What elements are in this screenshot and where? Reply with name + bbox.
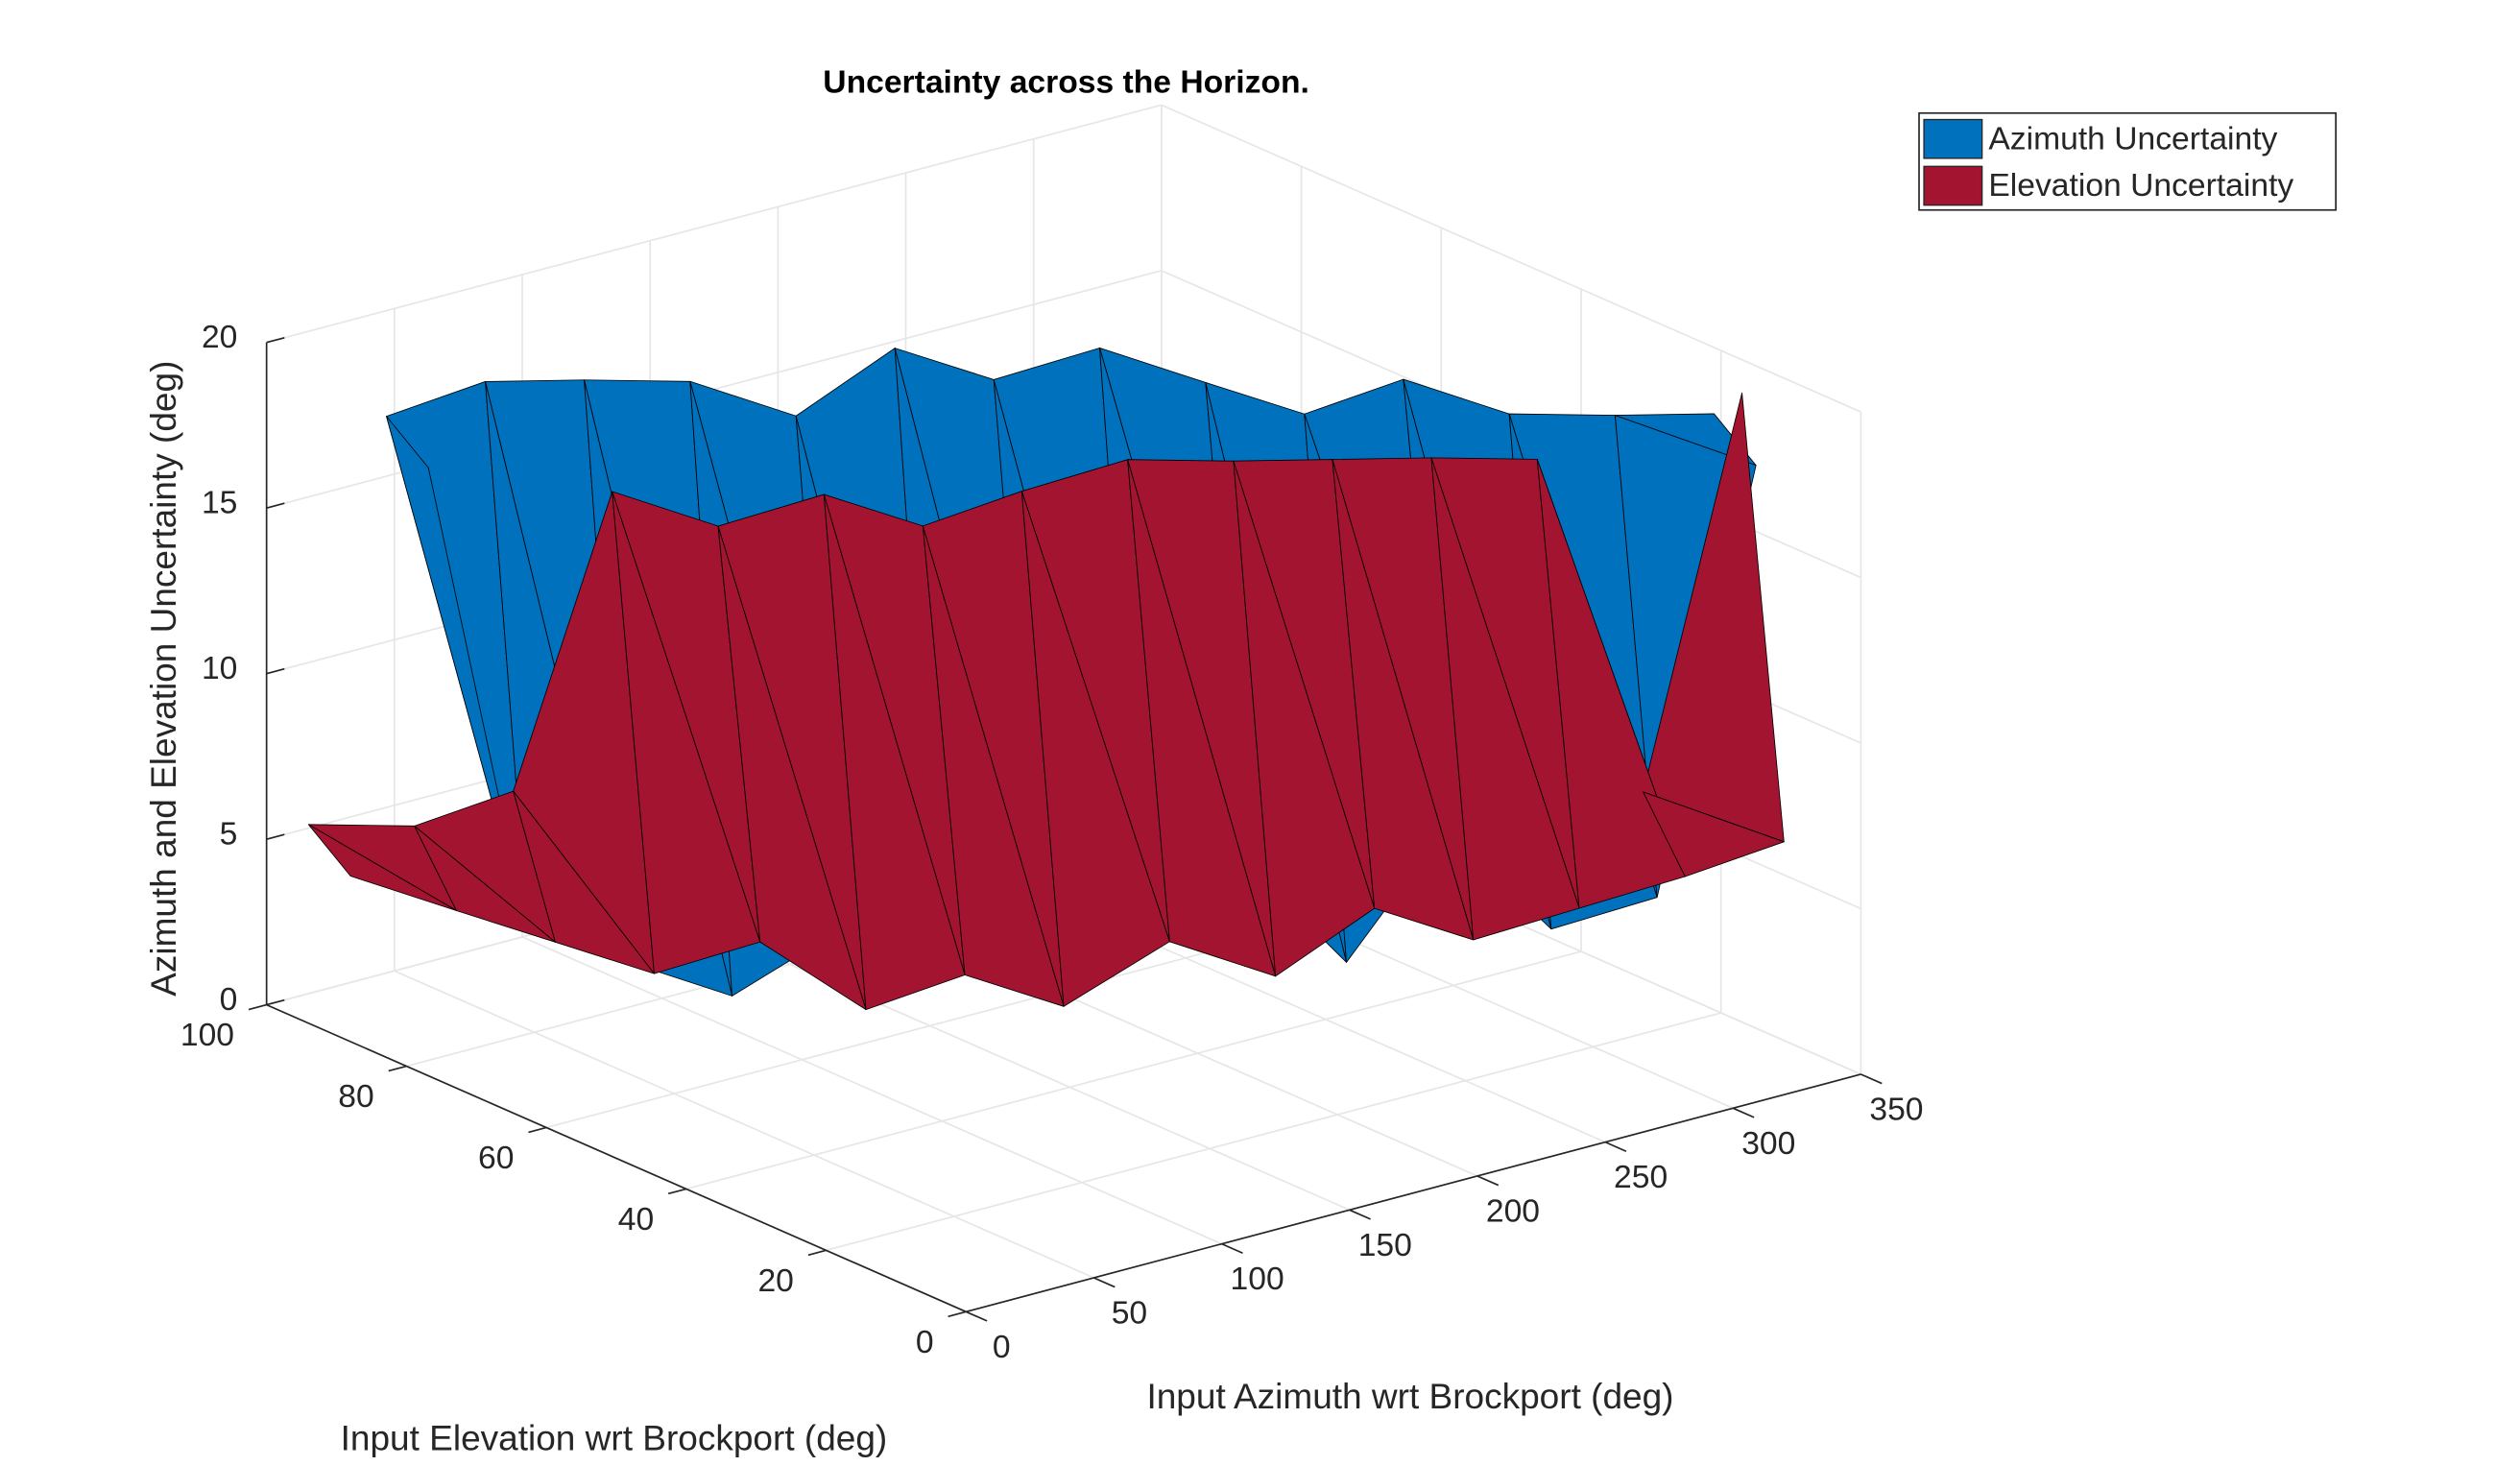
grid-line bbox=[1161, 104, 1861, 413]
x-tick-label: 350 bbox=[1869, 1093, 1923, 1128]
y-tick-label: 60 bbox=[478, 1141, 514, 1176]
surface-facet bbox=[1643, 791, 1785, 877]
x-tick bbox=[1604, 1141, 1627, 1152]
grid-line bbox=[826, 1012, 1721, 1252]
z-tick-label: 10 bbox=[202, 651, 237, 686]
y-axis bbox=[266, 1003, 967, 1313]
grid-line bbox=[266, 104, 1163, 344]
surface-facet bbox=[922, 525, 1065, 1007]
z-tick-label: 15 bbox=[202, 486, 237, 521]
y-tick bbox=[667, 1188, 687, 1195]
y-tick-label: 20 bbox=[757, 1263, 793, 1299]
x-axis-label: Input Azimuth wrt Brockport (deg) bbox=[1146, 1376, 1673, 1416]
legend: Azimuth Uncertainty Elevation Uncertainty bbox=[1918, 111, 2337, 211]
chart-title: Uncertainty across the Horizon. bbox=[823, 64, 1309, 100]
z-tick bbox=[266, 998, 285, 1006]
x-tick bbox=[1732, 1107, 1755, 1118]
z-axis-label: Azimuth and Elevation Uncertainty (deg) bbox=[143, 361, 183, 997]
surface-facet bbox=[1332, 459, 1475, 941]
x-tick bbox=[1476, 1175, 1500, 1187]
legend-label: Elevation Uncertainty bbox=[1988, 168, 2293, 204]
y-tick bbox=[807, 1249, 827, 1257]
x-tick bbox=[1349, 1209, 1371, 1220]
y-tick-label: 0 bbox=[916, 1325, 934, 1360]
surface-facet bbox=[307, 824, 457, 911]
surface-facet bbox=[823, 493, 966, 1011]
surface-facet bbox=[513, 790, 655, 974]
y-tick bbox=[388, 1065, 407, 1072]
axes: 0501001502002503003500204060801000510152… bbox=[180, 320, 1924, 1365]
x-tick-label: 300 bbox=[1741, 1126, 1795, 1162]
x-tick bbox=[965, 1310, 988, 1322]
z-tick-label: 0 bbox=[220, 982, 238, 1018]
surface-facet bbox=[1233, 460, 1376, 977]
grid-line bbox=[685, 950, 1582, 1190]
y-tick bbox=[248, 1003, 267, 1011]
y-tick bbox=[948, 1310, 967, 1318]
y-tick-label: 40 bbox=[618, 1202, 654, 1238]
surface-facet bbox=[1127, 459, 1277, 977]
surfaces bbox=[307, 348, 1785, 1011]
x-tick-label: 200 bbox=[1486, 1194, 1540, 1230]
y-axis-label: Input Elevation wrt Brockport (deg) bbox=[341, 1418, 888, 1458]
y-tick-label: 100 bbox=[180, 1018, 234, 1053]
y-tick-label: 80 bbox=[338, 1079, 373, 1115]
z-tick-label: 5 bbox=[220, 817, 238, 853]
x-tick-label: 250 bbox=[1614, 1160, 1668, 1195]
legend-box bbox=[1918, 111, 2337, 211]
z-tick bbox=[266, 667, 285, 675]
z-tick-label: 20 bbox=[202, 320, 237, 355]
surface-facet bbox=[717, 525, 867, 1011]
x-tick-label: 150 bbox=[1358, 1228, 1412, 1263]
surface-facet bbox=[414, 825, 556, 943]
z-tick bbox=[266, 502, 285, 510]
z-tick bbox=[266, 336, 285, 344]
y-tick bbox=[528, 1126, 547, 1134]
x-tick bbox=[1860, 1073, 1883, 1085]
x-axis bbox=[966, 1073, 1861, 1313]
legend-swatch bbox=[1923, 165, 1983, 206]
grid-line bbox=[521, 936, 1222, 1245]
grid-line bbox=[394, 970, 1094, 1279]
x-tick-label: 100 bbox=[1231, 1262, 1284, 1297]
x-tick-label: 50 bbox=[1112, 1296, 1147, 1332]
surface-facet bbox=[612, 491, 761, 974]
legend-swatch bbox=[1923, 118, 1983, 159]
surface-facet bbox=[1430, 457, 1580, 941]
z-tick bbox=[266, 833, 285, 840]
x-tick bbox=[1093, 1277, 1116, 1288]
surface-facet bbox=[1020, 491, 1170, 1007]
legend-label: Azimuth Uncertainty bbox=[1988, 121, 2277, 156]
x-tick bbox=[1221, 1242, 1243, 1254]
x-tick-label: 0 bbox=[993, 1330, 1011, 1365]
